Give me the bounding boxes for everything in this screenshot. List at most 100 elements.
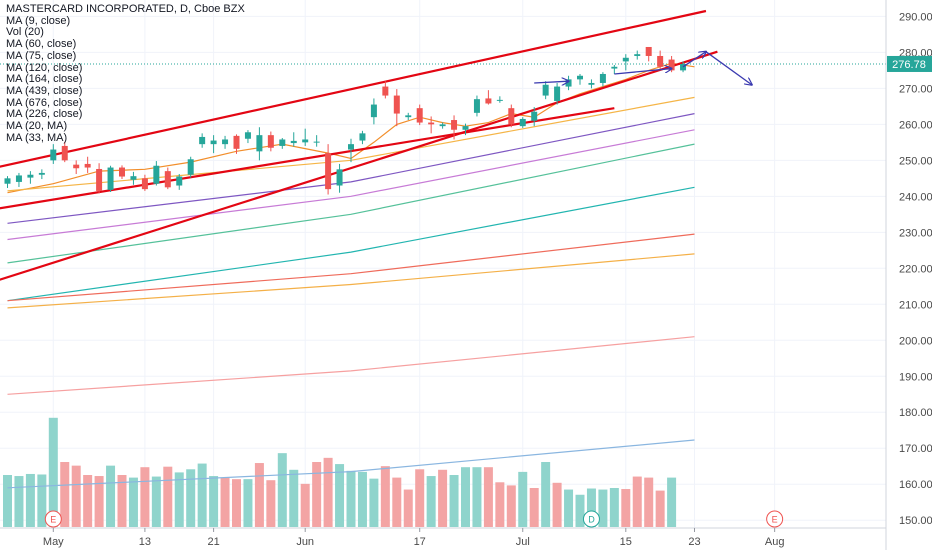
- volume-bar: [25, 473, 35, 527]
- volume-bar: [655, 490, 665, 527]
- y-tick-label: 260.00: [899, 119, 932, 131]
- volume-bars: [3, 417, 677, 527]
- candle-body: [164, 171, 171, 188]
- candle-body: [462, 126, 469, 130]
- candle-body: [325, 153, 332, 190]
- volume-bar: [128, 477, 138, 527]
- volume-bar: [529, 488, 539, 527]
- moving-average-line: [7, 129, 695, 241]
- candle-body: [50, 149, 57, 161]
- volume-bar: [277, 453, 287, 527]
- volume-bar: [209, 476, 219, 527]
- event-marker-label: E: [772, 515, 778, 525]
- candle-body: [451, 120, 458, 130]
- volume-bar: [140, 467, 150, 527]
- volume-bar: [71, 465, 81, 527]
- candle-body: [73, 164, 80, 169]
- candle-body: [405, 115, 412, 118]
- volume-bar: [232, 479, 241, 527]
- x-tick-label: Aug: [765, 536, 785, 548]
- volume-bar: [461, 467, 470, 527]
- candle-body: [611, 66, 618, 69]
- last-price-badge: 276.78: [887, 55, 932, 72]
- candle-body: [107, 167, 114, 190]
- candle-body: [153, 165, 160, 184]
- candle-body: [416, 108, 423, 123]
- candle-body: [508, 108, 515, 125]
- candle-body: [531, 111, 538, 121]
- candle-body: [15, 175, 22, 182]
- volume-bar: [48, 417, 58, 527]
- y-tick-label: 190.00: [899, 371, 932, 383]
- candle-body: [577, 75, 583, 80]
- moving-averages: [7, 62, 695, 489]
- volume-bar: [83, 475, 93, 527]
- candle-body: [657, 55, 664, 67]
- candle-body: [599, 73, 606, 83]
- volume-bar: [392, 477, 402, 527]
- candle-body: [256, 135, 263, 152]
- volume-bar: [14, 476, 24, 527]
- candle-body: [313, 141, 320, 143]
- candle-body: [233, 135, 240, 149]
- volume-bar: [438, 469, 448, 527]
- candle-body: [393, 95, 400, 114]
- candle-body: [496, 99, 503, 101]
- candle-body: [439, 124, 446, 127]
- candle-body: [302, 139, 309, 143]
- volume-bar: [289, 469, 299, 527]
- volume-bar: [174, 472, 184, 527]
- volume-bar: [94, 476, 104, 527]
- moving-average-line: [7, 336, 695, 395]
- candle-body: [519, 118, 526, 127]
- candle-body: [199, 136, 206, 145]
- volume-bar: [243, 479, 253, 527]
- volume-bar: [186, 469, 196, 527]
- candle-body: [290, 140, 297, 144]
- volume-bar: [552, 482, 562, 527]
- trend-line: [0, 50, 718, 281]
- volume-bar: [506, 485, 516, 527]
- last-price-badge-bg: [887, 55, 932, 72]
- volume-bar: [541, 462, 551, 527]
- moving-average-line: [7, 439, 695, 489]
- volume-bar: [621, 489, 631, 527]
- volume-bar: [483, 467, 493, 527]
- volume-bar: [37, 474, 47, 527]
- projection-arrow: [705, 51, 752, 85]
- volume-bar: [323, 457, 333, 527]
- candle-body: [359, 133, 366, 141]
- volume-bar: [518, 471, 528, 527]
- y-tick-label: 170.00: [899, 443, 932, 455]
- last-price-badge-text: 276.78: [892, 59, 926, 71]
- x-tick-label: May: [43, 536, 64, 548]
- moving-average-line: [7, 186, 695, 302]
- candle-body: [244, 132, 251, 139]
- volume-bar: [415, 469, 425, 527]
- volume-bar: [632, 476, 642, 527]
- volume-bar: [106, 465, 116, 527]
- candle-body: [485, 98, 492, 104]
- y-tick-label: 150.00: [899, 515, 932, 527]
- volume-bar: [495, 482, 505, 527]
- candle-body: [428, 122, 435, 125]
- candle-body: [622, 57, 629, 62]
- y-tick-label: 200.00: [899, 335, 932, 347]
- trend-line: [0, 9, 707, 168]
- candle-body: [542, 84, 549, 96]
- candle-body: [267, 135, 274, 148]
- volume-bar: [369, 478, 379, 527]
- x-tick-label: 13: [139, 536, 151, 548]
- y-tick-label: 180.00: [899, 407, 932, 419]
- volume-bar: [197, 463, 207, 527]
- volume-bar: [163, 466, 173, 527]
- candle-body: [348, 144, 354, 150]
- y-tick-label: 290.00: [899, 11, 932, 23]
- candle-body: [84, 163, 91, 168]
- candle-body: [588, 82, 595, 85]
- y-tick-label: 160.00: [899, 479, 932, 491]
